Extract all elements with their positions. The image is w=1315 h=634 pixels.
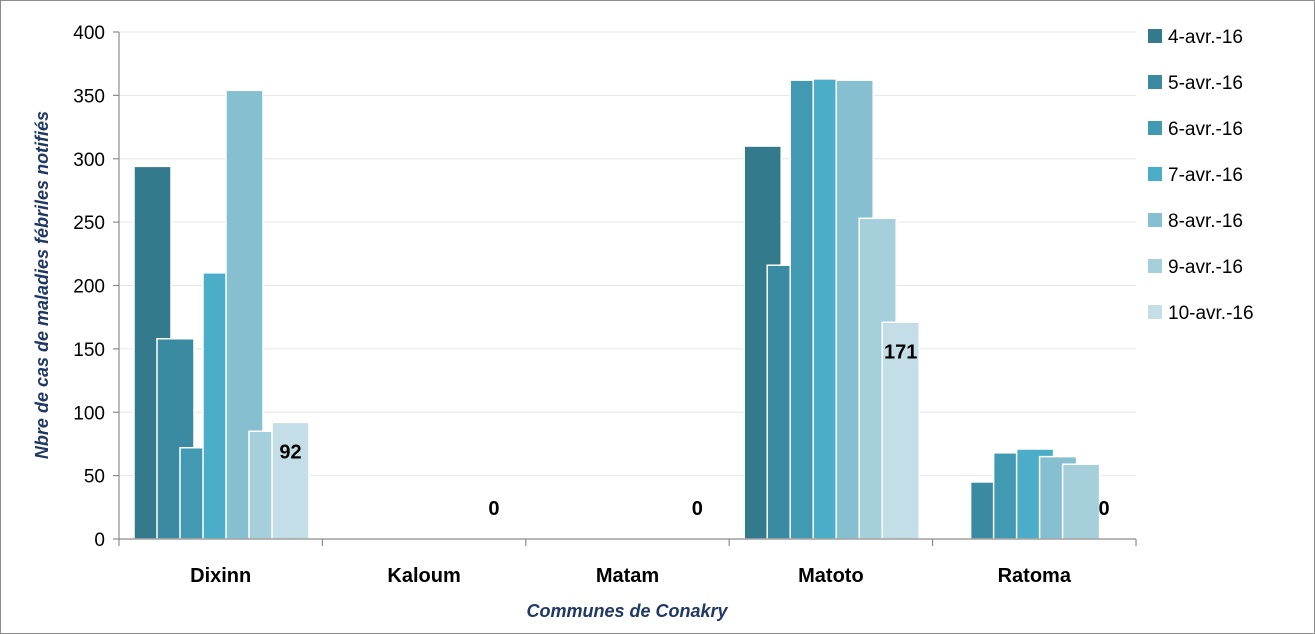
x-axis-title: Communes de Conakry	[526, 601, 728, 621]
legend-swatch	[1148, 75, 1162, 89]
data-label: 92	[279, 441, 301, 463]
x-tick-label: Dixinn	[190, 565, 251, 587]
y-tick-label: 150	[73, 340, 105, 361]
legend-swatch	[1148, 305, 1162, 319]
data-label: 0	[692, 498, 703, 520]
legend-label: 6-avr.-16	[1168, 119, 1243, 140]
axes	[118, 32, 1137, 546]
legend-swatch	[1148, 259, 1162, 273]
legend-label: 9-avr.-16	[1168, 257, 1243, 278]
bar	[1061, 463, 1101, 540]
data-labels: 92 0 0 171 0	[279, 341, 1109, 520]
legend-swatch	[1148, 29, 1162, 43]
x-tick-label: Matam	[596, 565, 659, 587]
legend-label: 4-avr.-16	[1168, 27, 1243, 48]
y-tick-label: 200	[73, 277, 105, 298]
legend-swatch	[1148, 121, 1162, 135]
y-tick-label: 300	[73, 150, 105, 171]
y-tick-label: 400	[73, 23, 105, 44]
legend-label: 5-avr.-16	[1168, 73, 1243, 94]
bar	[881, 321, 920, 540]
x-tick-label: Kaloum	[387, 565, 460, 587]
legend-label: 8-avr.-16	[1168, 211, 1243, 232]
x-tick-label: Ratoma	[998, 565, 1072, 587]
legend-swatch	[1148, 167, 1162, 181]
data-label: 0	[1099, 498, 1110, 520]
x-tick-labels: Dixinn Kaloum Matam Matoto Ratoma	[190, 565, 1072, 587]
bars	[133, 78, 1101, 540]
y-tick-label: 350	[73, 86, 105, 107]
y-tick-label: 0	[94, 530, 105, 551]
legend-label: 10-avr.-16	[1168, 303, 1254, 324]
y-tick-label: 250	[73, 213, 105, 234]
y-tick-label: 50	[84, 467, 105, 488]
y-tick-label: 100	[73, 403, 105, 424]
data-label: 0	[488, 498, 499, 520]
y-axis-title: Nbre de cas de maladies fébriles notifié…	[32, 111, 52, 459]
data-label: 171	[884, 341, 917, 363]
bar	[271, 421, 310, 540]
legend: 4-avr.-16 5-avr.-16 6-avr.-16 7-avr.-16 8-av…	[1148, 27, 1254, 324]
y-tick-labels: 0 50 100 150 200 250 300 350 400	[73, 23, 105, 551]
legend-swatch	[1148, 213, 1162, 227]
x-tick-label: Matoto	[798, 565, 864, 587]
legend-label: 7-avr.-16	[1168, 165, 1243, 186]
